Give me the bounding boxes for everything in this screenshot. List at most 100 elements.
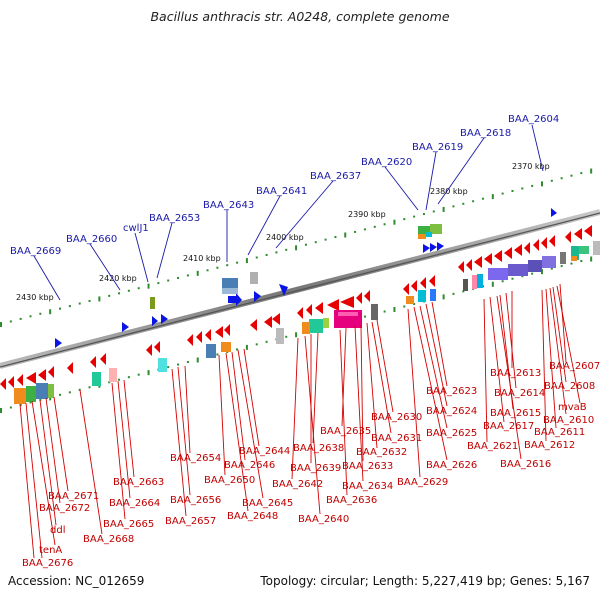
gene-label[interactable]: BAA_2610	[543, 415, 594, 426]
forward-gene-arrow[interactable]	[437, 242, 444, 251]
reverse-gene-arrow[interactable]	[533, 239, 539, 251]
reverse-gene-arrow[interactable]	[26, 372, 36, 384]
reverse-gene-arrow[interactable]	[146, 344, 152, 356]
gene-label[interactable]: BAA_2657	[165, 516, 216, 527]
gene-label[interactable]: BAA_2641	[256, 186, 307, 197]
forward-gene-arrow[interactable]	[152, 316, 158, 326]
gene-label[interactable]: BAA_2621	[467, 441, 518, 452]
gene-label[interactable]: BAA_2632	[356, 447, 407, 458]
reverse-gene-arrow[interactable]	[364, 290, 370, 302]
gene-label[interactable]: BAA_2636	[326, 495, 377, 506]
reverse-gene-arrow[interactable]	[272, 313, 280, 325]
reverse-gene-arrow[interactable]	[8, 376, 14, 388]
gene-label[interactable]: BAA_2616	[500, 459, 551, 470]
gene-label[interactable]: BAA_2612	[524, 440, 575, 451]
gene-label[interactable]: BAA_2672	[39, 503, 90, 514]
gene-label[interactable]: BAA_2617	[483, 421, 534, 432]
reverse-gene-arrow[interactable]	[100, 353, 106, 365]
reverse-gene-arrow[interactable]	[549, 235, 555, 247]
reverse-gene-arrow[interactable]	[429, 275, 435, 287]
reverse-gene-arrow[interactable]	[541, 237, 547, 249]
gene-label[interactable]: BAA_2645	[242, 498, 293, 509]
gene-label[interactable]: BAA_2665	[103, 519, 154, 530]
gene-label[interactable]: BAA_2634	[342, 481, 393, 492]
reverse-gene-arrow[interactable]	[187, 334, 193, 346]
gene-label[interactable]: BAA_2611	[534, 427, 585, 438]
reverse-gene-arrow[interactable]	[67, 362, 73, 374]
gene-label[interactable]: mvaB	[558, 402, 587, 413]
gene-label[interactable]: BAA_2624	[426, 406, 477, 417]
reverse-gene-arrow[interactable]	[315, 302, 323, 314]
gene-label[interactable]: BAA_2642	[272, 479, 323, 490]
gene-label[interactable]: BAA_2640	[298, 514, 349, 525]
reverse-gene-arrow[interactable]	[411, 280, 417, 292]
reverse-gene-arrow[interactable]	[205, 329, 211, 341]
forward-gene-arrow[interactable]	[161, 314, 168, 324]
reverse-gene-arrow[interactable]	[297, 307, 303, 319]
forward-gene-arrow[interactable]	[254, 291, 261, 302]
gene-label[interactable]: BAA_2608	[544, 381, 595, 392]
reverse-gene-arrow[interactable]	[458, 261, 464, 273]
gene-label[interactable]: BAA_2630	[371, 412, 422, 423]
gene-label[interactable]: tenA	[39, 545, 62, 556]
gene-label[interactable]: BAA_2648	[227, 511, 278, 522]
reverse-gene-arrow[interactable]	[514, 244, 522, 256]
gene-label[interactable]: BAA_2619	[412, 142, 463, 153]
reverse-gene-arrow[interactable]	[504, 247, 512, 259]
gene-label[interactable]: BAA_2631	[371, 433, 422, 444]
gene-label[interactable]: BAA_2650	[204, 475, 255, 486]
reverse-gene-arrow[interactable]	[494, 250, 502, 262]
gene-label[interactable]: BAA_2644	[239, 446, 290, 457]
reverse-gene-arrow[interactable]	[17, 374, 23, 386]
gene-label[interactable]: BAA_2654	[170, 453, 221, 464]
gene-label[interactable]: BAA_2635	[320, 426, 371, 437]
forward-gene-arrow[interactable]	[55, 338, 62, 348]
forward-gene-arrow[interactable]	[228, 293, 242, 306]
forward-gene-arrow[interactable]	[551, 208, 557, 217]
reverse-gene-arrow[interactable]	[524, 242, 530, 254]
reverse-gene-arrow[interactable]	[484, 253, 492, 265]
gene-label[interactable]: BAA_2660	[66, 234, 117, 245]
reverse-gene-arrow[interactable]	[327, 299, 339, 311]
gene-label[interactable]: BAA_2637	[310, 171, 361, 182]
gene-label[interactable]: BAA_2614	[494, 388, 545, 399]
reverse-gene-arrow[interactable]	[574, 228, 582, 240]
gene-label[interactable]: ddl	[50, 525, 65, 536]
gene-label[interactable]: BAA_2638	[293, 443, 344, 454]
gene-label[interactable]: BAA_2646	[224, 460, 275, 471]
gene-label[interactable]: BAA_2668	[83, 534, 134, 545]
gene-label[interactable]: BAA_2626	[426, 460, 477, 471]
gene-label[interactable]: BAA_2613	[490, 368, 541, 379]
reverse-gene-arrow[interactable]	[264, 316, 272, 328]
gene-label[interactable]: BAA_2607	[549, 361, 600, 372]
forward-gene-arrow[interactable]	[122, 322, 129, 332]
gene-label[interactable]: BAA_2620	[361, 157, 412, 168]
gene-label[interactable]: BAA_2671	[48, 491, 99, 502]
gene-label[interactable]: BAA_2639	[290, 463, 341, 474]
reverse-gene-arrow[interactable]	[340, 296, 354, 308]
reverse-gene-arrow[interactable]	[154, 341, 160, 353]
reverse-gene-arrow[interactable]	[196, 331, 202, 343]
gene-label[interactable]: BAA_2663	[113, 477, 164, 488]
reverse-gene-arrow[interactable]	[90, 356, 96, 368]
reverse-gene-arrow[interactable]	[224, 324, 230, 336]
forward-gene-arrow[interactable]	[423, 244, 430, 253]
reverse-gene-arrow[interactable]	[38, 369, 46, 381]
gene-label[interactable]: BAA_2604	[508, 114, 559, 125]
reverse-gene-arrow[interactable]	[584, 225, 592, 237]
reverse-gene-arrow[interactable]	[48, 366, 54, 378]
gene-label[interactable]: BAA_2618	[460, 128, 511, 139]
reverse-gene-arrow[interactable]	[356, 292, 362, 304]
reverse-gene-arrow[interactable]	[474, 256, 482, 268]
reverse-gene-arrow[interactable]	[306, 304, 312, 316]
gene-label[interactable]: BAA_2615	[490, 408, 541, 419]
gene-label[interactable]: BAA_2664	[109, 498, 160, 509]
gene-label[interactable]: BAA_2669	[10, 246, 61, 257]
reverse-gene-arrow[interactable]	[250, 319, 257, 331]
reverse-gene-arrow[interactable]	[466, 259, 472, 271]
reverse-gene-arrow[interactable]	[0, 378, 6, 390]
forward-gene-arrow[interactable]	[279, 284, 288, 296]
reverse-gene-arrow[interactable]	[565, 231, 571, 243]
gene-label[interactable]: BAA_2653	[149, 213, 200, 224]
forward-gene-arrow[interactable]	[430, 243, 437, 252]
